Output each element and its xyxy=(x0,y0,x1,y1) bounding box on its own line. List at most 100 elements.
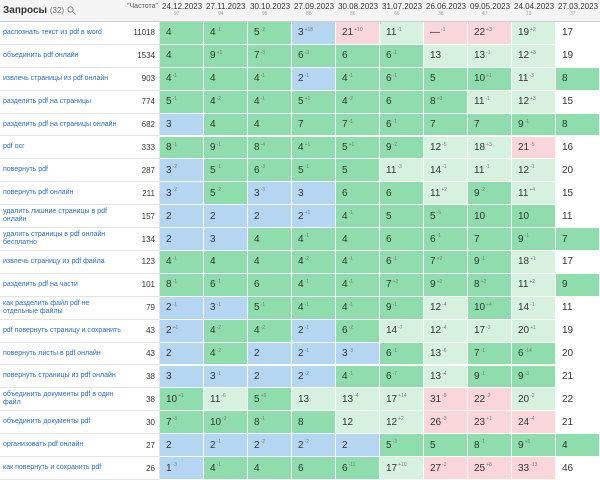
position: 8 xyxy=(254,416,260,428)
date-header[interactable]: 24.12.2023 97 xyxy=(160,0,204,22)
change: -1 xyxy=(348,278,354,285)
query[interactable]: разделить pdf на страницы xyxy=(0,91,125,114)
position: 13 xyxy=(430,50,442,62)
change: -4 xyxy=(354,393,359,400)
position-cell: 6 xyxy=(292,457,336,480)
query[interactable]: организовать pdf онлайн xyxy=(0,434,125,458)
date-header[interactable]: 24.04.2023 19 xyxy=(512,0,556,22)
date-header[interactable]: 27.11.2023 94 xyxy=(204,0,248,22)
position-cell: 7 -1 xyxy=(336,113,380,137)
position-cell: 2 -1 xyxy=(292,342,336,366)
position: 4 xyxy=(210,325,216,337)
position-cell: 8 -4 xyxy=(248,136,292,160)
query[interactable]: извлечь страницы из pdf онлайн xyxy=(0,68,125,91)
query[interactable]: извлечь страницу из pdf файла xyxy=(0,251,125,274)
query[interactable]: разделить pdf на части xyxy=(0,274,125,297)
position: 21 xyxy=(342,27,354,39)
date-header[interactable]: 30.08.2023 86 xyxy=(336,0,380,22)
query[interactable]: объединить документы pdf в один файл xyxy=(0,388,125,412)
change: +18 xyxy=(304,27,314,33)
position-cell: 17 -3 xyxy=(468,319,512,343)
frequency: 134 xyxy=(125,228,160,251)
change: -3 xyxy=(486,324,491,331)
position-cell: 19 xyxy=(556,319,600,343)
query[interactable]: как повернуть и сохранить pdf xyxy=(0,457,125,480)
change: -1 xyxy=(348,256,354,262)
query[interactable]: повернуть pdf онлайн xyxy=(0,182,125,206)
query[interactable]: распознать текст из pdf в word xyxy=(0,22,125,45)
date-header[interactable]: 09.05.2023 47 xyxy=(468,0,512,22)
position-cell: 6 -1 xyxy=(380,342,424,366)
position: 4 xyxy=(166,27,172,39)
position-cell: 8 -1 xyxy=(160,273,204,297)
query[interactable]: удалить страницы в pdf онлайн бесплатно xyxy=(0,228,125,251)
position: 5 xyxy=(254,27,260,39)
position: 20 xyxy=(562,164,574,176)
position: 2 xyxy=(166,325,172,337)
position: 8 xyxy=(166,141,172,153)
change: -1 xyxy=(480,370,486,377)
date-header[interactable]: 27.03.2023 37 xyxy=(556,0,600,22)
change: -1 xyxy=(392,301,398,308)
position: 8 xyxy=(430,96,436,108)
position: 7 xyxy=(298,119,304,131)
position-cell: 8 xyxy=(556,67,600,91)
query[interactable]: разделить pdf на страницы онлайн xyxy=(0,114,125,137)
position-cell: 5 -1 xyxy=(204,159,248,183)
change: -2 xyxy=(348,95,354,102)
change: -1 xyxy=(216,301,222,308)
query[interactable]: pdf ocr xyxy=(0,137,125,160)
change: +2 xyxy=(398,416,404,423)
query[interactable]: объединить документы pdf xyxy=(0,411,125,435)
query[interactable]: объединить pdf онлайн xyxy=(0,45,125,68)
position: 7 xyxy=(430,119,436,131)
query[interactable]: как разделить файл pdf не отдельные файл… xyxy=(0,297,125,320)
query[interactable]: pdf повернуть страницу и сохранить xyxy=(0,320,125,343)
position-cell: 7 xyxy=(424,113,468,137)
change: -2 xyxy=(222,416,227,423)
query[interactable]: повернуть листы в pdf онлайн xyxy=(0,343,125,366)
position-cell: 4 -1 xyxy=(248,67,292,91)
position: 4 xyxy=(342,96,348,108)
title-cell: Запросы (32) xyxy=(0,0,125,22)
date-header[interactable]: 31.07.2023 66 xyxy=(380,0,424,22)
frequency: 11018 xyxy=(125,22,160,45)
query[interactable]: повернуть pdf xyxy=(0,159,125,183)
position: 17 xyxy=(562,27,574,39)
title: Запросы xyxy=(3,5,48,16)
position: 5 xyxy=(166,96,172,108)
date-header[interactable]: 26.06.2023 38 xyxy=(424,0,468,22)
position: 9 xyxy=(474,256,480,268)
position-cell: 5 xyxy=(336,159,380,183)
position: 4 xyxy=(342,256,348,268)
position-cell: 13 -6 xyxy=(424,342,468,366)
query[interactable]: удалить лишние страницы в pdf онлайн xyxy=(0,205,125,229)
position-cell: 5 -2 xyxy=(204,182,248,206)
position-cell: 7 xyxy=(468,228,512,251)
position: 6 xyxy=(210,279,216,291)
position: 12 xyxy=(386,416,398,428)
change: -4 xyxy=(530,416,535,423)
change: +1 xyxy=(178,393,184,400)
frequency-header[interactable]: "Частота" xyxy=(125,0,160,22)
position: 4 xyxy=(210,73,216,85)
position: 3 xyxy=(298,187,304,199)
query[interactable]: повернуть страницы из pdf онлайн xyxy=(0,366,125,389)
date-visibility: 95 xyxy=(262,11,268,17)
change: -1 xyxy=(260,72,266,79)
position: 5 xyxy=(298,96,304,108)
position: 4 xyxy=(342,73,348,85)
search-icon[interactable] xyxy=(67,6,76,15)
position: 7 xyxy=(562,233,568,245)
position-cell: 9 -1 xyxy=(468,365,512,389)
change: +1 xyxy=(304,210,311,217)
date-header[interactable]: 27.09.2023 88 xyxy=(292,0,336,22)
frequency: 123 xyxy=(125,251,160,274)
date-header[interactable]: 30.10.2023 95 xyxy=(248,0,292,22)
change: +3 xyxy=(530,95,536,102)
position: 17 xyxy=(386,462,398,474)
change: +10 xyxy=(354,27,363,33)
position: 6 xyxy=(342,325,348,337)
position: 5 xyxy=(430,210,436,222)
change: -3 xyxy=(524,370,530,377)
